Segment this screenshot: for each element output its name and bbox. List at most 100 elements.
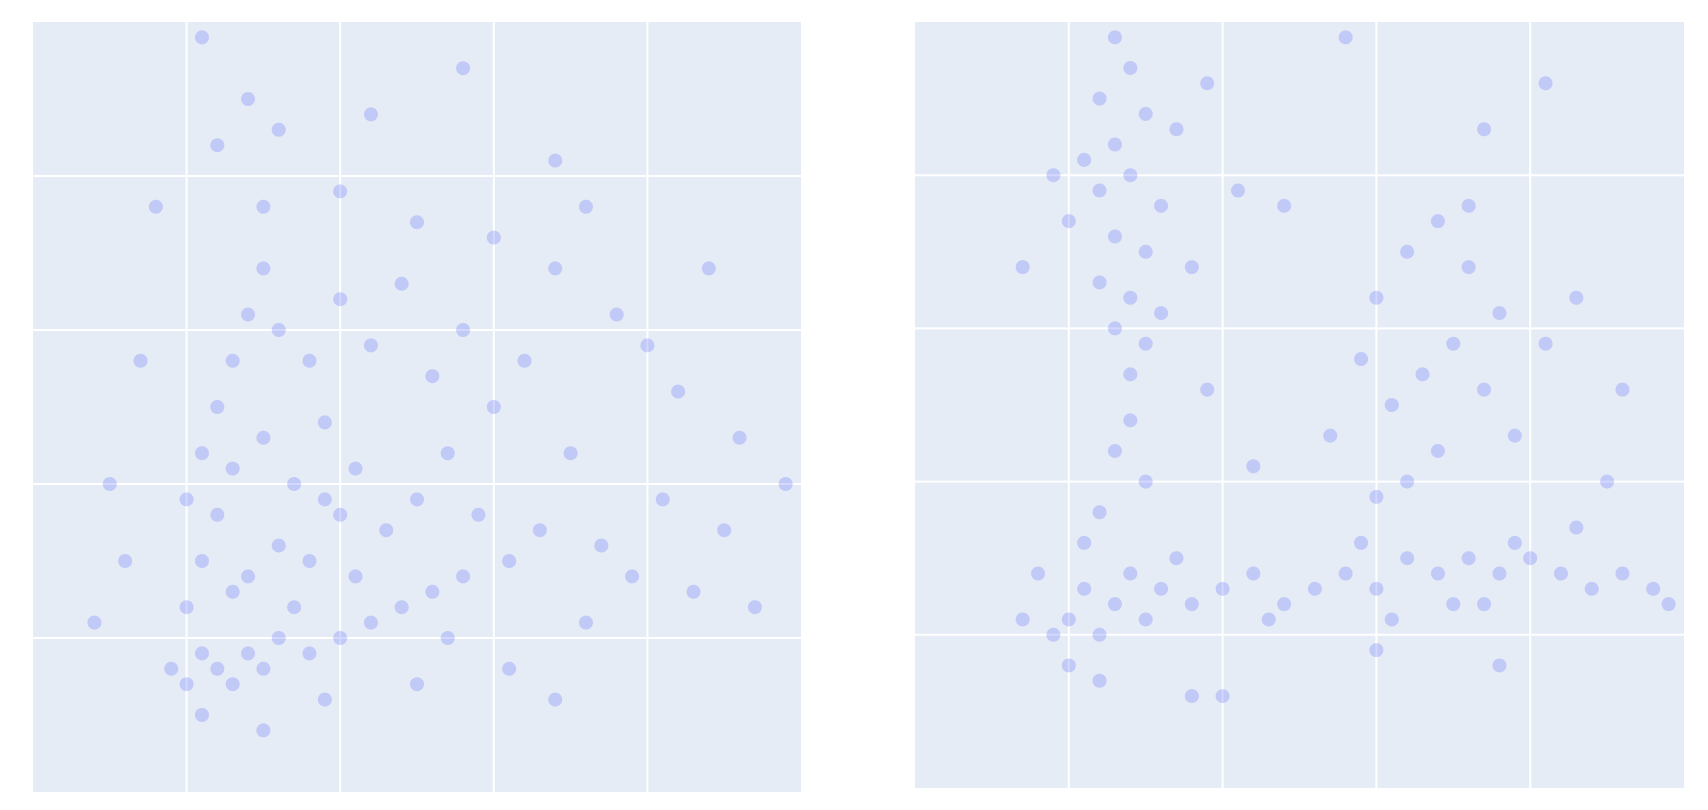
point xyxy=(410,492,424,507)
point xyxy=(410,215,424,230)
point xyxy=(548,153,563,168)
point xyxy=(256,723,271,738)
point xyxy=(333,507,348,522)
point xyxy=(456,61,471,76)
point xyxy=(241,569,256,584)
point xyxy=(1507,535,1522,550)
point xyxy=(578,199,593,214)
point xyxy=(1277,198,1292,213)
point xyxy=(1077,581,1092,596)
point xyxy=(225,461,240,476)
point xyxy=(1584,581,1599,596)
point xyxy=(440,631,455,645)
point xyxy=(410,677,424,692)
point xyxy=(1369,290,1384,305)
point xyxy=(179,600,194,615)
point xyxy=(1092,627,1107,642)
point xyxy=(1123,413,1138,428)
point xyxy=(1461,551,1476,566)
point xyxy=(1369,581,1384,596)
point xyxy=(1569,520,1584,535)
point xyxy=(363,338,378,353)
point xyxy=(1092,275,1107,290)
point xyxy=(302,353,317,368)
point xyxy=(1246,566,1261,581)
point xyxy=(256,430,271,445)
point xyxy=(225,677,240,692)
point xyxy=(133,353,148,368)
point xyxy=(1107,321,1122,336)
point xyxy=(118,554,133,568)
point xyxy=(1615,382,1630,397)
point xyxy=(1430,566,1445,581)
point xyxy=(194,708,209,722)
point xyxy=(1200,76,1215,91)
point xyxy=(210,507,225,522)
point xyxy=(1400,244,1415,259)
point xyxy=(194,554,209,568)
point xyxy=(701,261,716,276)
point xyxy=(1061,658,1076,673)
point xyxy=(333,292,348,307)
point xyxy=(256,199,271,214)
point xyxy=(1107,443,1122,458)
plot-area xyxy=(33,22,801,792)
point xyxy=(1338,30,1353,45)
point xyxy=(394,600,409,615)
point xyxy=(655,492,670,507)
point xyxy=(717,523,732,538)
point xyxy=(363,615,378,630)
point xyxy=(1092,91,1107,106)
point xyxy=(1092,505,1107,520)
point xyxy=(747,600,762,615)
point xyxy=(517,353,532,368)
point xyxy=(778,477,793,491)
point xyxy=(1061,214,1076,229)
point xyxy=(609,307,624,322)
point xyxy=(1092,673,1107,688)
point xyxy=(594,538,609,553)
point xyxy=(425,369,440,384)
point xyxy=(1446,336,1461,351)
point xyxy=(148,199,163,214)
point xyxy=(102,477,117,491)
point xyxy=(1384,612,1399,627)
point xyxy=(1600,474,1615,489)
point xyxy=(1046,168,1061,183)
point xyxy=(1430,214,1445,229)
point xyxy=(1169,122,1184,137)
point xyxy=(333,184,348,199)
point xyxy=(1077,152,1092,167)
point xyxy=(1184,689,1199,704)
point xyxy=(317,692,332,707)
point xyxy=(348,569,363,584)
point xyxy=(179,677,194,692)
point xyxy=(1200,382,1215,397)
point xyxy=(1092,183,1107,198)
point xyxy=(578,615,593,630)
point xyxy=(1246,459,1261,474)
point xyxy=(287,477,302,491)
point xyxy=(456,569,471,584)
point xyxy=(271,538,286,553)
point xyxy=(1138,106,1153,121)
point xyxy=(194,446,209,461)
point xyxy=(1661,597,1676,612)
point xyxy=(1031,566,1046,581)
point xyxy=(640,338,655,353)
point xyxy=(1107,597,1122,612)
point xyxy=(486,230,501,245)
point xyxy=(1123,60,1138,75)
point xyxy=(1354,352,1369,367)
point xyxy=(1477,597,1492,612)
point xyxy=(271,122,286,137)
point xyxy=(1015,260,1030,275)
point xyxy=(1477,122,1492,137)
point xyxy=(548,692,563,707)
point xyxy=(1415,367,1430,382)
point xyxy=(1061,612,1076,627)
point xyxy=(1123,168,1138,183)
point xyxy=(1138,244,1153,259)
point xyxy=(317,415,332,430)
point xyxy=(1461,198,1476,213)
